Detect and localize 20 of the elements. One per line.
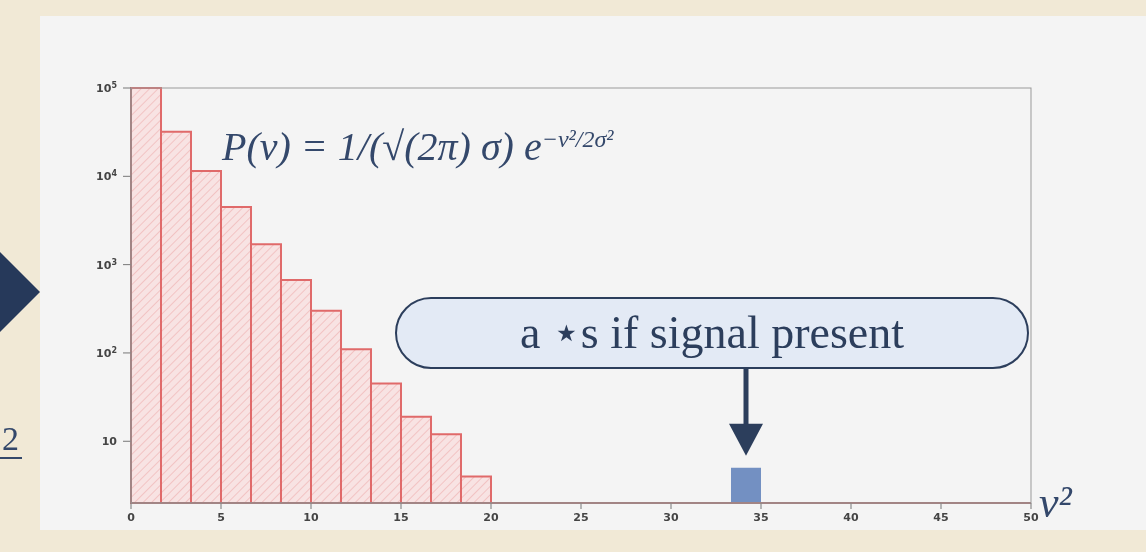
x-tick-label: 45: [933, 511, 949, 524]
x-tick-label: 25: [573, 511, 589, 524]
x-axis-title: v²: [1039, 478, 1073, 527]
x-tick-label: 0: [127, 511, 136, 524]
x-tick-label: 35: [753, 511, 769, 524]
y-tick-label: 10$^{3}$: [96, 257, 117, 272]
x-tick-label: 5: [217, 511, 225, 524]
text: 2: [2, 420, 19, 457]
y-tick-label: 10$^{5}$: [96, 80, 118, 95]
y-tick-label: 10: [101, 435, 118, 449]
y-tick-label: 10$^{4}$: [96, 168, 118, 184]
x-tick-label: 30: [663, 511, 679, 524]
annotation: P(v) = 1/(√(2π) σ) e$^{−v²/2σ²}$: [221, 124, 615, 169]
y-tick-label: 10$^{2}$: [96, 345, 117, 360]
annotation: a ⋆s if signal present: [519, 307, 905, 358]
x-tick-label: 20: [483, 511, 499, 524]
x-tick-label: 50: [1023, 511, 1039, 524]
x-tick-label: 40: [843, 511, 859, 524]
x-tick-label: 15: [393, 511, 409, 524]
x-tick-label: 10: [303, 511, 319, 524]
